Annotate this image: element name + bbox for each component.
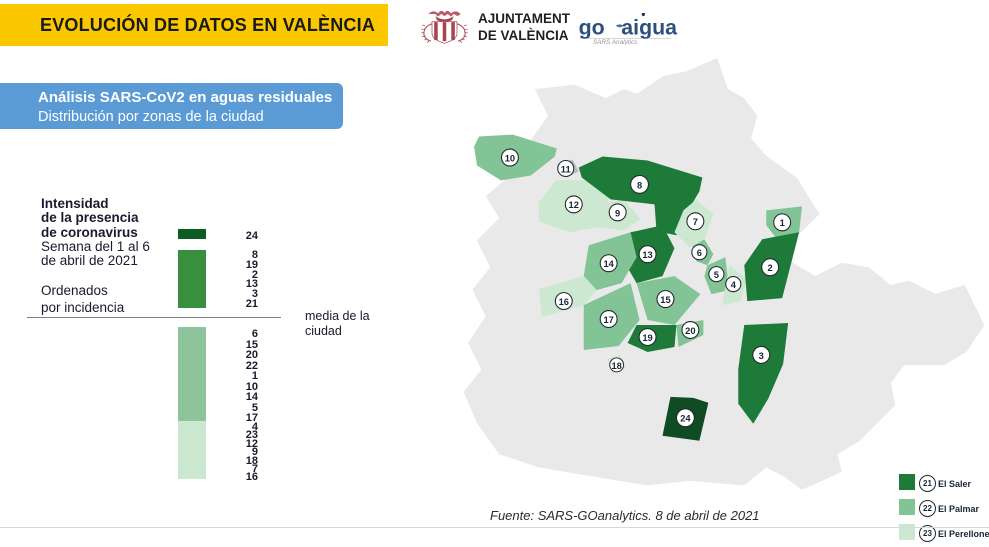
svg-text:24: 24 <box>680 414 691 424</box>
svg-text:14: 14 <box>603 259 614 269</box>
svg-text:10: 10 <box>505 153 515 163</box>
svg-text:16: 16 <box>559 297 569 307</box>
svg-text:aigua: aigua <box>621 15 677 39</box>
svg-text:6: 6 <box>697 248 702 258</box>
svg-text:13: 13 <box>642 250 652 260</box>
svg-text:9: 9 <box>615 208 620 218</box>
svg-text:3: 3 <box>759 351 764 361</box>
svg-text:20: 20 <box>685 326 695 336</box>
svg-text:5: 5 <box>714 270 719 280</box>
svg-text:8: 8 <box>637 180 642 190</box>
svg-text:11: 11 <box>561 164 571 174</box>
svg-text:4: 4 <box>731 280 737 290</box>
svg-text:7: 7 <box>693 217 698 227</box>
svg-text:15: 15 <box>660 295 670 305</box>
svg-text:12: 12 <box>569 200 579 210</box>
svg-text:18: 18 <box>611 361 621 371</box>
svg-text:19: 19 <box>642 333 652 343</box>
svg-text:go: go <box>579 15 605 39</box>
svg-text:1: 1 <box>780 218 785 228</box>
svg-text:2: 2 <box>768 263 773 273</box>
svg-text:SARS Analytics: SARS Analytics <box>593 39 638 45</box>
svg-text:17: 17 <box>603 315 613 325</box>
